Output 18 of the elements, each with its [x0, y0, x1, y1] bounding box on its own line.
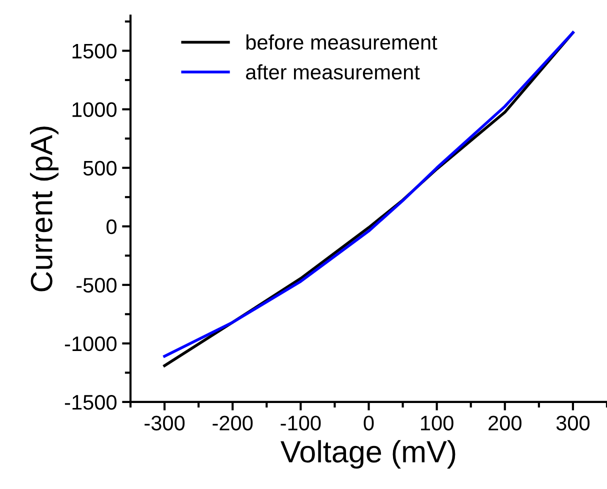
x-tick-label: -100	[280, 416, 321, 430]
x-tick-label: -300	[144, 416, 185, 430]
x-tick-label: 0	[364, 416, 374, 430]
y-tick-label: 0	[106, 219, 116, 234]
y-tick-label: 500	[83, 160, 116, 176]
y-tick-label: -1500	[64, 394, 116, 410]
x-axis-title: Voltage (mV)	[280, 440, 456, 469]
y-tick-label: 1000	[72, 102, 116, 118]
x-tick-label: 100	[421, 416, 454, 430]
x-tick-label: 200	[488, 416, 522, 430]
y-tick-label: -1000	[64, 336, 116, 352]
y-axis-title: Current (pA)	[30, 126, 58, 292]
y-tick-label: -500	[76, 278, 116, 293]
legend-label: after measurement	[246, 64, 420, 80]
legend-label: before measurement	[246, 34, 438, 50]
y-tick-label: 1500	[72, 44, 116, 59]
x-tick-label: -200	[212, 416, 253, 430]
x-tick-label: 300	[556, 416, 590, 430]
